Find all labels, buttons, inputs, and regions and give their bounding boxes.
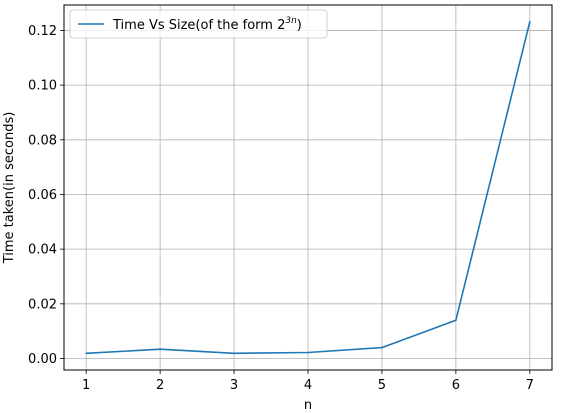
data-point xyxy=(85,352,87,355)
y-tick-label: 0.12 xyxy=(28,24,57,39)
y-tick-label: 0.02 xyxy=(28,297,57,312)
x-tick-label: 2 xyxy=(156,378,164,393)
x-tick-label: 3 xyxy=(230,378,238,393)
data-point xyxy=(455,319,457,322)
grid-lines xyxy=(64,5,552,370)
legend: Time Vs Size(of the form 23n) xyxy=(69,9,328,39)
y-tick-label: 0.10 xyxy=(28,79,57,94)
y-axis-label: Time taken(in seconds) xyxy=(2,112,17,265)
x-tick-label: 4 xyxy=(304,378,312,393)
y-axis-ticks: 0.00 0.02 0.04 0.06 0.08 0.10 0.12 xyxy=(28,24,64,367)
x-axis-ticks: 1 2 3 4 5 6 7 xyxy=(82,370,534,393)
y-tick-label: 0.08 xyxy=(28,133,57,148)
x-tick-label: 1 xyxy=(82,378,90,393)
x-tick-label: 6 xyxy=(452,378,460,393)
data-point xyxy=(381,346,383,349)
legend-entry-text: Time Vs Size(of the form 2 xyxy=(112,18,285,33)
x-tick-label: 7 xyxy=(526,378,534,393)
x-axis-label: n xyxy=(304,398,312,413)
legend-entry-superscript: 3n xyxy=(285,16,297,26)
legend-entry-close: ) xyxy=(297,18,302,33)
legend-box xyxy=(69,9,328,39)
y-tick-label: 0.06 xyxy=(28,188,57,203)
x-tick-label: 5 xyxy=(378,378,386,393)
series-layer xyxy=(85,20,531,355)
data-point xyxy=(307,351,309,354)
y-tick-label: 0.00 xyxy=(28,352,57,367)
data-point xyxy=(529,20,531,23)
data-point xyxy=(233,352,235,355)
legend-entry: Time Vs Size(of the form 23n) xyxy=(112,16,302,33)
data-point xyxy=(159,348,161,351)
y-tick-label: 0.04 xyxy=(28,243,57,258)
